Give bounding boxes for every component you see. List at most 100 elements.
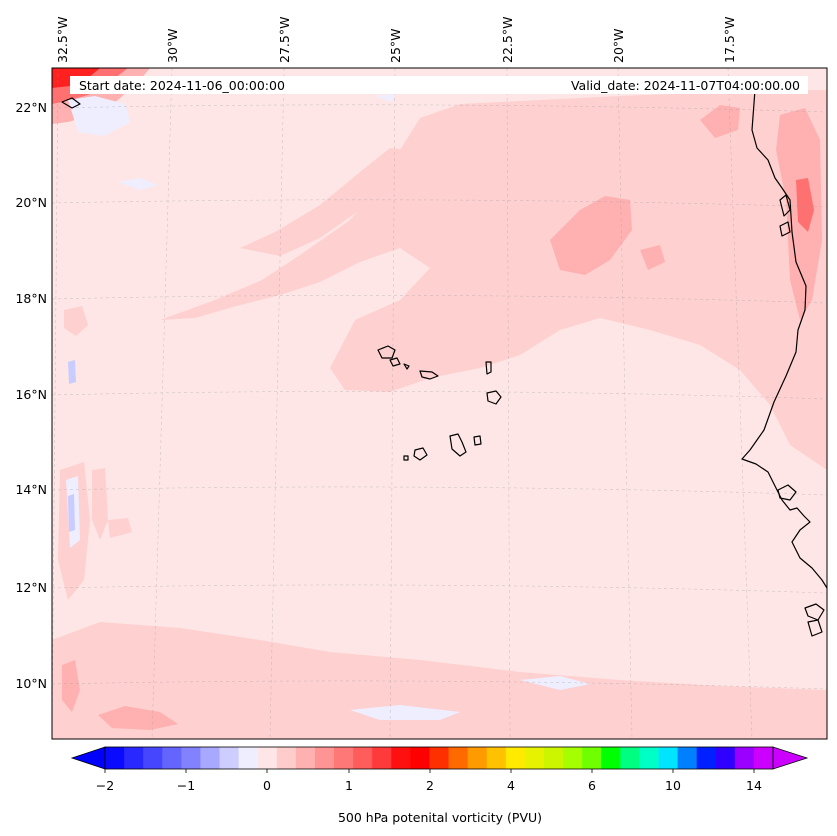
colorbar-segment [334,747,354,769]
pv-negative-n2 [375,94,395,102]
map-frame [51,67,828,740]
lat-label-16n: 16°N [15,387,47,402]
pv-negative-dot [68,360,76,384]
colorbar-segment [715,747,736,769]
lat-label-22n: 22°N [15,100,47,115]
colorbar-frame [104,746,774,770]
island-boa-vista [486,390,502,405]
cb-label-10: 10 [665,778,681,793]
pv-band-central [160,90,827,470]
island-santo-antao [377,345,396,359]
map-gridlines [52,68,827,739]
pv-negative-nw [68,96,130,136]
lon-label-27-5w: 27.5°W [277,17,292,63]
island-santiago [449,433,467,457]
colorbar-over-arrow [772,746,809,770]
colorbar-segment [753,747,774,769]
colorbar-segment [448,747,469,769]
cb-label-1: 1 [345,778,353,793]
pv-blob-left [64,306,88,336]
colorbar-segment [486,747,507,769]
colorbar-segment [505,747,526,769]
cb-label-minus1: −1 [177,778,195,793]
cb-label-4: 4 [507,778,515,793]
lon-label-20w: 20°W [611,28,626,63]
colorbar-segment [429,747,450,769]
lon-label-17-5w: 17.5°W [722,17,737,63]
colorbar-tick-labels: −2 −1 0 1 2 4 6 10 14 [96,778,762,793]
lat-label-20n: 20°N [15,195,47,210]
colorbar-segment [105,747,125,769]
colorbar-segment [372,747,392,769]
colorbar-title: 500 hPa potenital vorticity (PVU) [338,810,542,825]
colorbar-segment [658,747,679,769]
island-santa-luzia [403,363,410,370]
colorbar-segment [524,747,545,769]
start-date-label: Start date: 2024-11-06_00:00:00 [79,78,285,93]
colorbar-under-arrow [70,746,106,770]
map-panel: Start date: 2024-11-06_00:00:00 Valid_da… [15,17,828,740]
latitude-tick-labels: 22°N 20°N 18°N 16°N 14°N 12°N 10°N [15,100,47,691]
cb-label-6: 6 [588,778,596,793]
lon-label-25w: 25°W [388,28,403,63]
pv-blob-left-2 [108,518,132,538]
pv-patch-east [550,196,632,275]
colorbar: −2 −1 0 1 2 4 6 10 14 500 hPa potenital … [70,746,809,825]
africa-coastline [741,89,827,589]
cb-label-0: 0 [263,778,271,793]
pv-band-upper [240,148,410,256]
colorbar-segment [219,747,240,769]
island-maio [473,435,482,446]
colorbar-segment [276,747,297,769]
colorbar-segment [200,747,221,769]
pv-patch-east-2 [640,245,665,270]
cb-label-2: 2 [426,778,434,793]
colorbar-segment [734,747,755,769]
lon-label-30w: 30°W [165,28,180,63]
colorbar-segments [105,747,774,769]
island-fogo [413,447,428,461]
colorbar-segment [391,747,411,769]
colorbar-segment [639,747,659,769]
island-sao-vicente [389,357,401,367]
colorbar-segment [143,747,163,769]
pv-patch-ne-strong [796,178,814,232]
island-sao-nicolau [419,370,439,380]
coastlines [61,89,827,637]
pv-negative-strip-core [68,494,75,532]
pv-strip-left-2 [92,468,108,540]
lat-label-10n: 10°N [15,676,47,691]
pv-negative-s1 [350,705,460,720]
colorbar-segment [620,747,640,769]
pv-patch-ne [700,105,740,138]
pv-patch-sw-2 [62,660,80,712]
colorbar-segment [314,747,335,769]
cape-verde-islands [377,345,502,461]
colorbar-segment [677,747,698,769]
date-banner: Start date: 2024-11-06_00:00:00 Valid_da… [70,76,808,94]
cb-label-minus2: −2 [96,778,114,793]
colorbar-segment [467,747,488,769]
lat-label-18n: 18°N [15,291,47,306]
colorbar-ticks [104,769,755,773]
colorbar-segment [410,747,430,769]
pv-patch-sw [98,706,178,730]
lon-label-22-5w: 22.5°W [500,17,515,63]
lat-label-14n: 14°N [15,482,47,497]
lat-label-12n: 12°N [15,580,47,595]
colorbar-segment [696,747,717,769]
pv-negative-n1 [118,178,158,190]
colorbar-segment [353,747,373,769]
pv-band-lower [52,622,827,739]
colorbar-segment [582,747,602,769]
colorbar-segment [563,747,583,769]
colorbar-segment [124,747,144,769]
date-banner-background [70,76,808,94]
island-sal [485,361,492,375]
cb-label-14: 14 [746,778,762,793]
colorbar-segment [181,747,201,769]
colorbar-segment [543,747,564,769]
colorbar-segment [295,747,316,769]
colorbar-segment [162,747,182,769]
colorbar-segment [601,747,621,769]
